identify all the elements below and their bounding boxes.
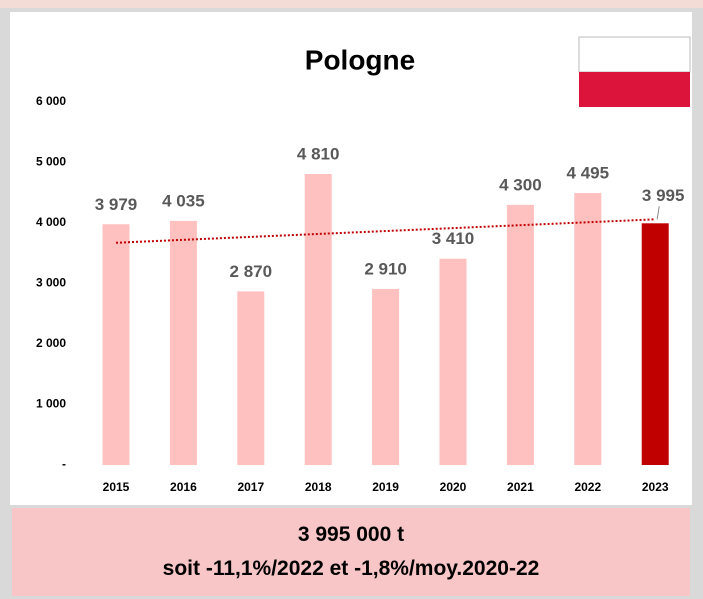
summary-line: soit -11,1%/2022 et -1,8%/moy.2020-22 — [162, 557, 540, 580]
x-tick-label: 2016 — [170, 480, 197, 494]
data-label: 3 995 — [642, 186, 685, 205]
x-tick-label: 2021 — [507, 480, 534, 494]
data-label: 3 410 — [432, 229, 475, 248]
x-tick-label: 2015 — [103, 480, 130, 494]
data-label: 4 810 — [297, 144, 340, 163]
chart: Pologne - 1 000 2 000 3 000 4 000 5 000 6 000 2… — [10, 12, 692, 505]
summary-line: 3 995 000 t — [297, 523, 405, 546]
data-label: 4 035 — [162, 191, 205, 210]
bar — [304, 173, 332, 465]
y-tick-label: 6 000 — [36, 94, 66, 108]
x-tick-label: 2022 — [574, 480, 601, 494]
data-label: 3 979 — [95, 195, 138, 214]
data-label: 4 495 — [567, 164, 610, 183]
bar — [506, 204, 534, 465]
summary-box: 3 995 000 t soit -11,1%/2022 et -1,8%/mo… — [12, 508, 690, 596]
trend-line — [115, 218, 656, 244]
y-tick-label: - — [62, 457, 66, 471]
y-tick-label: 4 000 — [36, 215, 66, 229]
data-label: 2 870 — [230, 262, 273, 281]
x-tick-label: 2018 — [305, 480, 332, 494]
y-tick-label: 2 000 — [36, 336, 66, 350]
bar — [574, 193, 602, 466]
x-tick-label: 2019 — [372, 480, 399, 494]
x-tick-label: 2023 — [642, 480, 669, 494]
leader-line — [656, 206, 660, 220]
x-tick-label: 2020 — [440, 480, 467, 494]
bar — [102, 224, 130, 465]
data-label: 2 910 — [364, 259, 407, 278]
bar — [641, 223, 669, 465]
bar — [237, 291, 265, 465]
y-tick-label: 3 000 — [36, 276, 66, 290]
bar — [169, 220, 197, 465]
chart-title: Pologne — [305, 44, 415, 75]
x-tick-label: 2017 — [237, 480, 264, 494]
y-tick-label: 5 000 — [36, 155, 66, 169]
bar — [372, 288, 400, 465]
y-tick-label: 1 000 — [36, 397, 66, 411]
data-label: 4 300 — [499, 175, 542, 194]
flag — [578, 36, 691, 107]
bar — [439, 258, 467, 465]
top-strip — [0, 0, 703, 8]
